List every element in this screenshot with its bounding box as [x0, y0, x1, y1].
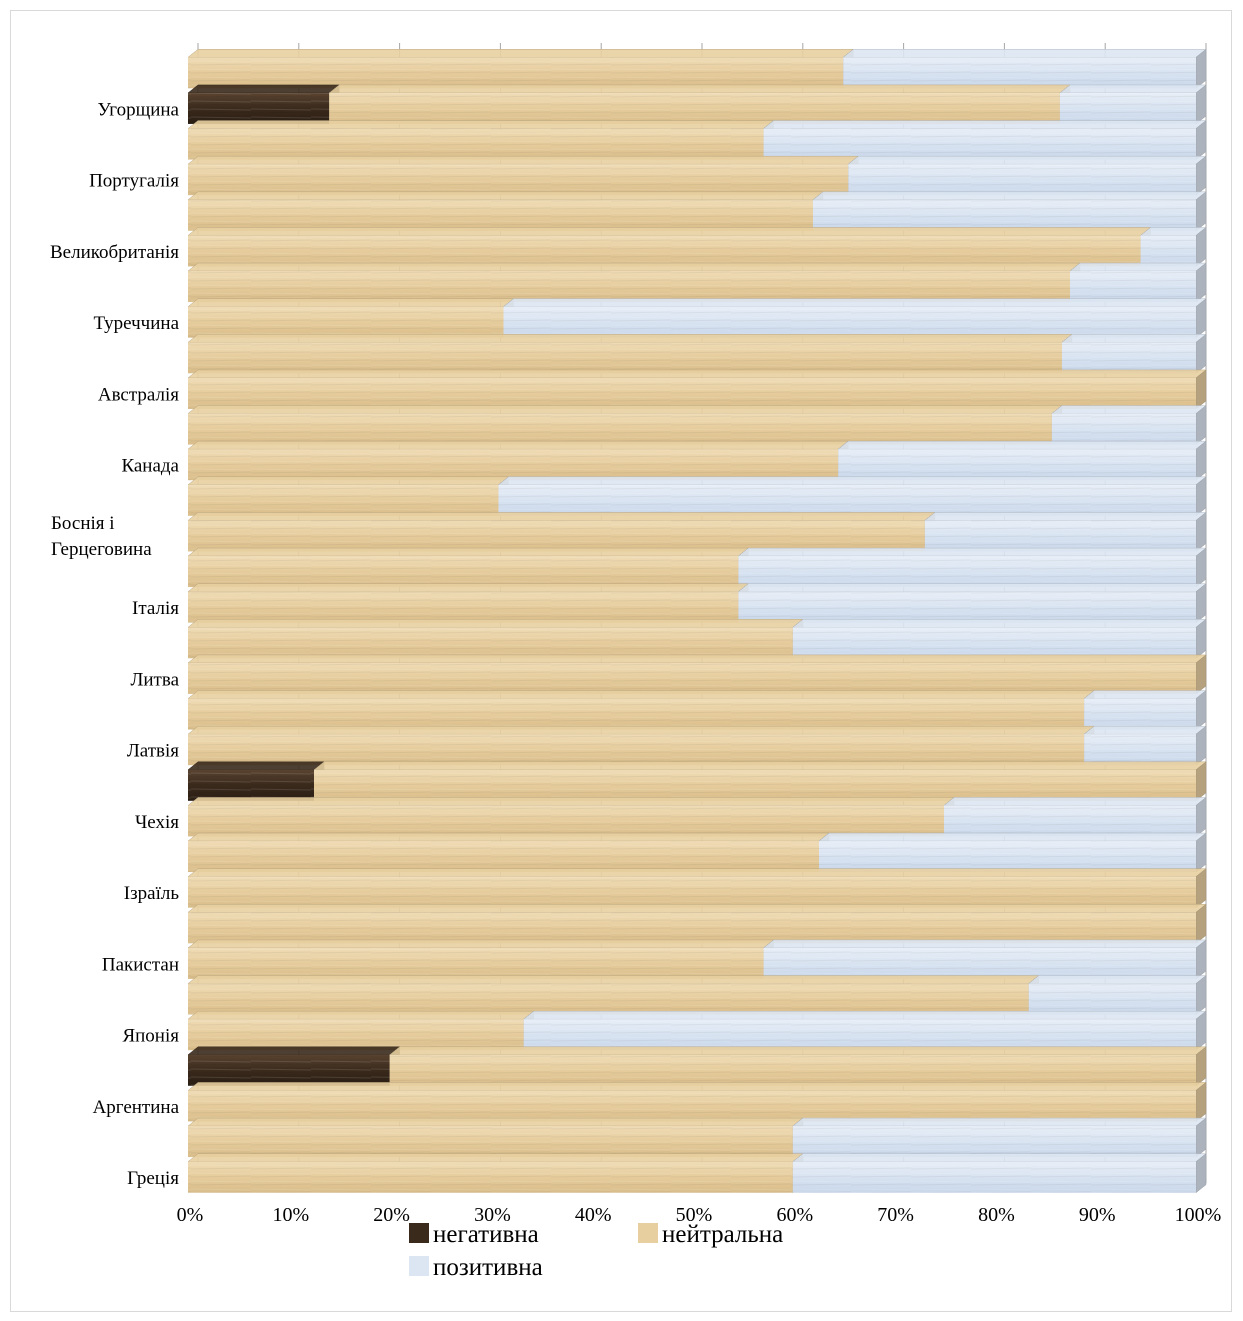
bar-segment-positive	[522, 1010, 1207, 1051]
bar-segment-neutral	[187, 48, 854, 89]
bar-segment-neutral	[187, 262, 1081, 303]
bar-segment-neutral	[187, 226, 1152, 267]
bar-segment-neutral	[187, 583, 750, 624]
stacked-bar-chart: Угорщина Португалія Великобританія Туреччин…	[50, 43, 1222, 1281]
x-tick-label: 40%	[575, 1204, 612, 1226]
legend-label: негативна	[433, 1221, 539, 1248]
bar-segment-positive	[924, 511, 1207, 552]
legend-label: нейтральна	[662, 1221, 783, 1248]
category-label: Боснія і Герцеговина	[51, 513, 152, 560]
bar-segment-neutral	[187, 832, 830, 873]
bar-segment-neutral	[187, 547, 750, 588]
legend-swatch	[409, 1256, 429, 1276]
bar-segment-neutral	[388, 1046, 1207, 1087]
bar-segment-neutral	[187, 1081, 1207, 1122]
bar-segment-neutral	[313, 761, 1207, 802]
bar-segment-neutral	[187, 975, 1040, 1016]
bar-segment-neutral	[187, 1010, 535, 1051]
bar-segment-positive	[818, 832, 1207, 873]
category-label: Туреччина	[94, 313, 180, 334]
category-label: Японія	[122, 1026, 179, 1047]
chart-frame: Угорщина Португалія Великобританія Туреччин…	[10, 10, 1232, 1312]
bar-segment-positive	[1069, 262, 1207, 303]
category-label: Угорщина	[97, 99, 179, 120]
bar-segment-neutral	[187, 191, 824, 232]
bar-segment-neutral	[187, 511, 936, 552]
bar-segment-positive	[792, 1117, 1207, 1158]
bar-segment-positive	[1051, 405, 1207, 446]
bar-segment-neutral	[187, 405, 1063, 446]
bar-segment-positive	[502, 298, 1207, 339]
bar-segment-positive	[847, 155, 1207, 196]
legend-swatch	[409, 1223, 429, 1243]
legend-label: позитивна	[433, 1254, 543, 1281]
category-label: Аргентина	[93, 1097, 180, 1118]
x-tick-label: 50%	[676, 1204, 713, 1226]
bar-segment-positive	[792, 618, 1207, 659]
bar-segment-positive	[1083, 725, 1207, 766]
bar-segment-neutral	[187, 440, 849, 481]
bar-segment-neutral	[187, 1117, 804, 1158]
bar-segment-positive	[837, 440, 1207, 481]
bar-segment-positive	[762, 120, 1207, 161]
x-tick-label: 30%	[474, 1204, 511, 1226]
bar-segment-neutral	[187, 369, 1207, 410]
category-label: Португалія	[89, 171, 179, 192]
bar-segment-positive	[497, 476, 1207, 517]
bar-segment-positive	[1083, 690, 1207, 731]
bar-segment-positive	[1139, 226, 1207, 267]
x-tick-label: 90%	[1079, 1204, 1116, 1226]
bar-segment-positive	[792, 1153, 1207, 1194]
category-label: Ізраїль	[124, 883, 180, 904]
bar-segment-positive	[1059, 84, 1207, 125]
bar-segment-neutral	[187, 725, 1095, 766]
bar-segment-neutral	[187, 618, 804, 659]
bar-segment-positive	[737, 583, 1207, 624]
bar-segment-positive	[1027, 975, 1207, 1016]
bar-segment-negative	[187, 761, 325, 802]
x-tick-label: 80%	[978, 1204, 1015, 1226]
bar-segment-neutral	[187, 155, 859, 196]
legend-swatch	[638, 1223, 658, 1243]
category-label: Австралія	[98, 384, 179, 405]
legend-item: позитивна	[409, 1254, 543, 1281]
bar-segment-neutral	[187, 654, 1207, 695]
bar-segment-negative	[187, 1046, 401, 1087]
bar-segment-positive	[762, 939, 1207, 980]
category-label: Литва	[130, 669, 179, 690]
bar-segment-neutral	[187, 903, 1207, 944]
legend-item: нейтральна	[638, 1221, 783, 1248]
x-tick-label: 60%	[776, 1204, 813, 1226]
category-label: Канада	[121, 456, 179, 477]
bar-segment-neutral	[187, 1153, 804, 1194]
bar-segment-positive	[737, 547, 1207, 588]
x-tick-label: 0%	[177, 1204, 204, 1226]
x-tick-label: 100%	[1175, 1204, 1222, 1226]
bar-segment-neutral	[187, 939, 775, 980]
category-label: Чехія	[135, 812, 179, 833]
bar-segment-negative	[187, 84, 340, 125]
bar-segment-neutral	[187, 690, 1095, 731]
legend-item: негативна	[409, 1221, 539, 1248]
bar-segment-neutral	[187, 298, 515, 339]
category-label: Італія	[132, 598, 179, 619]
bar-segment-neutral	[187, 333, 1073, 374]
bar-segment-neutral	[187, 476, 510, 517]
bar-segment-positive	[812, 191, 1207, 232]
bar-segment-neutral	[328, 84, 1071, 125]
bar-segment-positive	[842, 48, 1207, 89]
bar-segment-neutral	[187, 120, 775, 161]
x-tick-label: 70%	[877, 1204, 914, 1226]
category-label: Греція	[127, 1168, 179, 1189]
category-label: Латвія	[127, 741, 179, 762]
bar-segment-positive	[1061, 333, 1207, 374]
bar-segment-neutral	[187, 796, 955, 837]
x-tick-label: 20%	[373, 1204, 410, 1226]
bar-segment-positive	[943, 796, 1207, 837]
x-tick-label: 10%	[272, 1204, 309, 1226]
category-label: Великобританія	[50, 242, 179, 263]
category-label: Пакистан	[102, 954, 179, 975]
bar-segment-neutral	[187, 868, 1207, 909]
